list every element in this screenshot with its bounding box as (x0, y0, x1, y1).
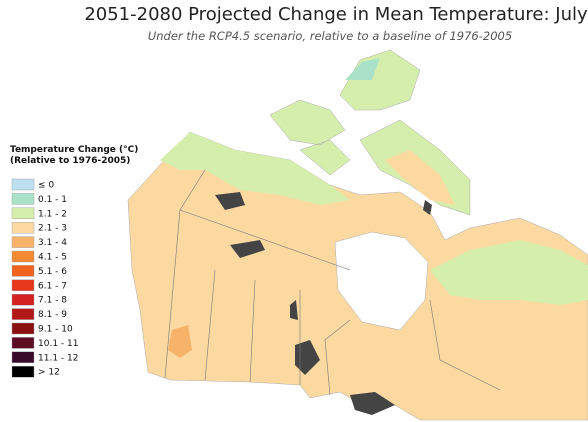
legend-swatch (11, 178, 35, 191)
legend-label: 4.1 - 5 (38, 253, 67, 263)
legend-swatch (11, 279, 35, 291)
legend-swatch (11, 250, 35, 263)
bc-hotspot (168, 325, 192, 358)
legend-label: 6.1 - 7 (38, 281, 67, 291)
labrador-green (430, 240, 588, 305)
title: 2051-2080 Projected Change in Mean Tempe… (84, 4, 588, 25)
legend-swatch (11, 207, 35, 220)
legend-swatch (11, 265, 35, 277)
arctic-warm (385, 150, 455, 205)
legend-swatch (11, 236, 35, 248)
legend-swatch (11, 221, 35, 234)
legend-label: 1.1 - 2 (38, 209, 67, 219)
legend-swatch (11, 322, 35, 335)
legend-label: ≤ 0 (38, 181, 54, 191)
legend-swatch (11, 308, 35, 320)
baffin-cool (345, 58, 380, 80)
legend-label: 11.1 - 12 (38, 353, 78, 363)
legend-title: Temperature Change (°C) (10, 145, 138, 155)
northern-green (160, 132, 350, 205)
legend: ≤ 0 0.1 - 1 1.1 - 2 2.1 - 3 3.1 - 4 4.1 - 5 5.… (11, 178, 78, 378)
lakes (215, 192, 432, 415)
legend-label: 2.1 - 3 (38, 224, 67, 234)
legend-label: 3.1 - 4 (38, 238, 67, 248)
subtitle: Under the RCP4.5 scenario, relative to a… (148, 29, 512, 43)
legend-swatch (11, 193, 35, 205)
province-borders (164, 169, 501, 396)
legend-label: 0.1 - 1 (38, 195, 67, 205)
legend-label: 9.1 - 10 (38, 325, 73, 335)
hudson-bay (334, 231, 429, 331)
map (127, 49, 588, 421)
legend-title: (Relative to 1976-2005) (10, 156, 130, 166)
legend-label: 5.1 - 6 (38, 267, 67, 277)
legend-label: 10.1 - 11 (38, 339, 78, 349)
legend-swatch (11, 351, 35, 363)
legend-label: > 12 (38, 368, 60, 378)
legend-swatch (11, 337, 35, 349)
legend-label: 8.1 - 9 (38, 310, 67, 320)
legend-swatch (11, 294, 35, 306)
legend-label: 7.1 - 8 (38, 296, 67, 306)
legend-swatch (11, 366, 35, 378)
